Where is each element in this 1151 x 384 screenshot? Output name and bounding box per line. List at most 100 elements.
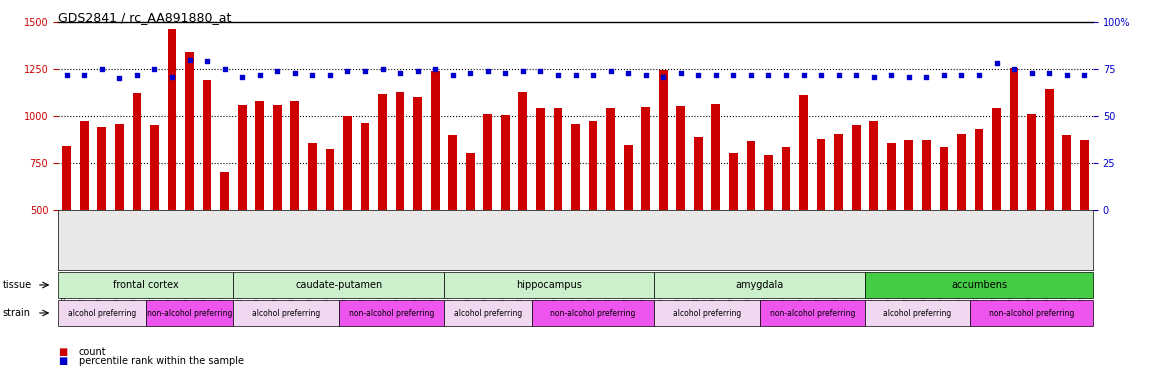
Bar [185,52,195,210]
Point [426,66,444,72]
Bar [852,126,861,210]
Bar [449,135,457,210]
Text: ■: ■ [58,347,67,357]
Text: hippocampus: hippocampus [517,280,582,290]
Bar [764,156,772,210]
Text: non-alcohol preferring: non-alcohol preferring [550,308,635,318]
Point [338,68,357,74]
Bar [150,126,159,210]
Text: GDS2841 / rc_AA891880_at: GDS2841 / rc_AA891880_at [58,12,231,25]
Point [303,71,321,78]
Point [251,71,269,78]
Bar [168,28,176,210]
Point [58,71,76,78]
Bar [641,107,650,210]
Bar [220,172,229,210]
Bar [782,147,791,210]
Point [496,70,514,76]
Bar [922,141,931,210]
Text: alcohol preferring: alcohol preferring [68,308,136,318]
Point [760,71,778,78]
Bar [834,134,843,210]
Bar [379,94,387,210]
Bar [694,137,702,210]
Point [811,71,830,78]
Bar [430,71,440,210]
Bar [607,108,615,210]
Bar [466,153,474,210]
Point [462,70,480,76]
Bar [869,121,878,210]
Point [741,71,760,78]
Point [513,68,532,74]
Point [988,60,1006,66]
Bar [571,124,580,210]
Bar [887,143,895,210]
Text: count: count [78,347,106,357]
Point [532,68,550,74]
Bar [729,153,738,210]
Bar [79,121,89,210]
Text: alcohol preferring: alcohol preferring [673,308,741,318]
Text: tissue: tissue [2,280,31,290]
Bar [554,108,563,210]
Point [952,71,970,78]
Point [935,71,953,78]
Bar [624,145,633,210]
Bar [1062,135,1072,210]
Point [268,68,287,74]
Bar [326,149,334,210]
Bar [1009,68,1019,210]
Point [145,66,163,72]
Bar [711,104,721,210]
Bar [501,115,510,210]
Bar [588,121,597,210]
Point [128,71,146,78]
Text: alcohol preferring: alcohol preferring [453,308,521,318]
Point [724,71,742,78]
Point [198,58,216,65]
Bar [203,80,212,210]
Bar [747,141,755,210]
Point [215,66,234,72]
Point [162,73,181,79]
Bar [536,108,544,210]
Point [479,68,497,74]
Point [549,71,567,78]
Text: ■: ■ [58,356,67,366]
Point [882,71,900,78]
Point [794,71,813,78]
Bar [905,139,913,210]
Point [1005,66,1023,72]
Point [1058,71,1076,78]
Bar [1080,139,1089,210]
Text: alcohol preferring: alcohol preferring [884,308,952,318]
Bar [799,95,808,210]
Bar [396,91,404,210]
Bar [360,122,369,210]
Point [92,66,110,72]
Point [181,56,199,63]
Bar [518,91,527,210]
Point [777,71,795,78]
Bar [975,129,983,210]
Text: caudate-putamen: caudate-putamen [295,280,382,290]
Text: non-alcohol preferring: non-alcohol preferring [989,308,1074,318]
Point [443,71,462,78]
Point [637,71,655,78]
Point [689,71,708,78]
Text: non-alcohol preferring: non-alcohol preferring [147,308,233,318]
Bar [956,134,966,210]
Point [584,71,602,78]
Text: non-alcohol preferring: non-alcohol preferring [349,308,434,318]
Bar [308,143,317,210]
Point [1075,71,1093,78]
Point [233,73,251,79]
Point [1022,70,1041,76]
Text: frontal cortex: frontal cortex [113,280,178,290]
Point [75,71,93,78]
Text: accumbens: accumbens [951,280,1007,290]
Bar [939,147,948,210]
Bar [290,101,299,210]
Point [110,75,129,81]
